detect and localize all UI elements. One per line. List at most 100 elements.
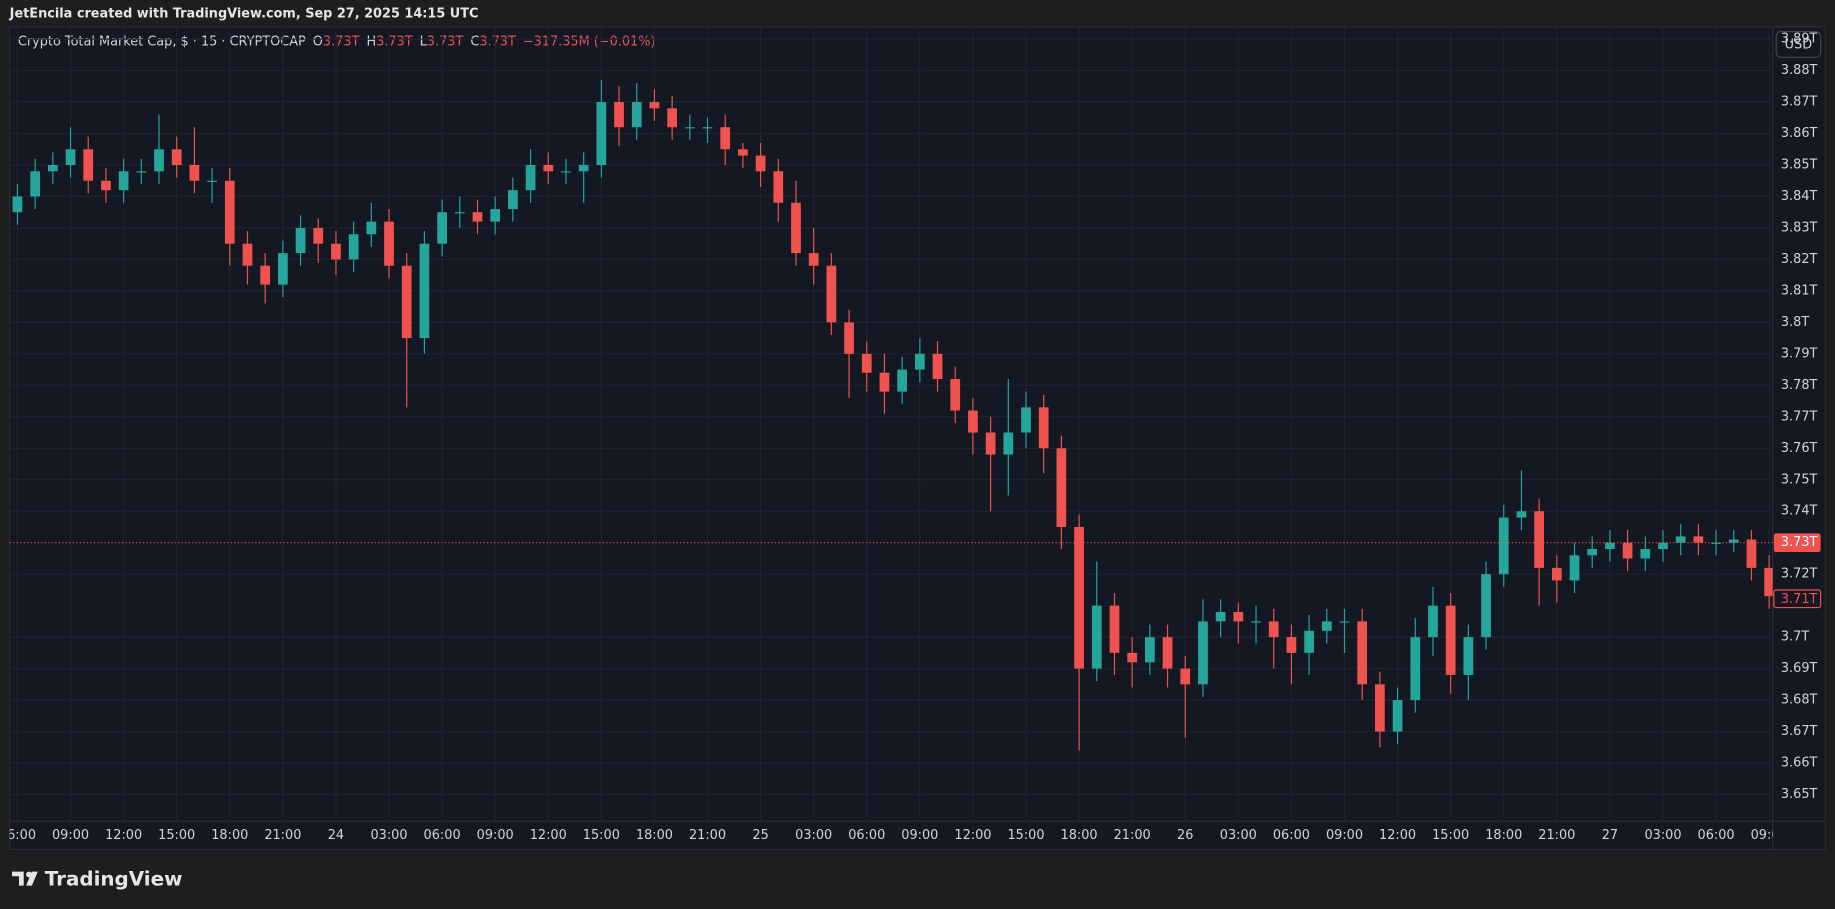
x-tick-label: 15:00 bbox=[1432, 828, 1469, 843]
candle-body bbox=[1605, 542, 1615, 549]
candle-body bbox=[1127, 652, 1138, 663]
y-tick-label: 3.85T bbox=[1781, 157, 1818, 172]
candle-body bbox=[1640, 548, 1651, 559]
candle-body bbox=[1622, 542, 1633, 559]
x-tick-label: 12:00 bbox=[954, 828, 991, 843]
candle-body bbox=[83, 149, 94, 181]
candle-body bbox=[1074, 526, 1084, 669]
candle-body bbox=[1215, 611, 1226, 622]
y-tick-label: 3.7T bbox=[1781, 630, 1809, 645]
candle-body bbox=[260, 265, 271, 285]
y-tick-label: 3.83T bbox=[1781, 220, 1818, 235]
candle-body bbox=[1038, 407, 1049, 449]
y-tick-label: 3.74T bbox=[1781, 504, 1818, 519]
x-tick-label: 26 bbox=[1177, 828, 1193, 843]
x-tick-label: 03:00 bbox=[795, 828, 832, 843]
brand-logo: TradingView bbox=[12, 867, 182, 890]
candle-body bbox=[1534, 511, 1544, 568]
logo-icon bbox=[26, 871, 32, 878]
candle-body bbox=[101, 180, 111, 191]
candle-body bbox=[1569, 555, 1580, 581]
candle-body bbox=[755, 155, 766, 172]
candle-body bbox=[1711, 542, 1721, 544]
candle-body bbox=[1498, 517, 1509, 575]
candle-body bbox=[295, 227, 306, 254]
candle-body bbox=[1764, 567, 1773, 597]
x-tick-label: 03:00 bbox=[1644, 828, 1681, 843]
candle-body bbox=[1003, 432, 1014, 455]
candle-body bbox=[578, 164, 589, 172]
candle-body bbox=[844, 322, 854, 354]
candle-body bbox=[1392, 700, 1403, 732]
candle-body bbox=[1286, 637, 1297, 653]
candle-body bbox=[1551, 567, 1562, 581]
candle-body bbox=[631, 102, 642, 128]
x-tick-label: 06:00 bbox=[1698, 828, 1735, 843]
candle-body bbox=[207, 180, 217, 182]
x-tick-label: 18:00 bbox=[636, 828, 673, 843]
y-tick-label: 3.79T bbox=[1781, 346, 1818, 361]
x-tick-label: 03:00 bbox=[1220, 828, 1257, 843]
candle-body bbox=[348, 234, 359, 260]
candle-body bbox=[171, 149, 182, 165]
close-tag bbox=[1773, 589, 1822, 609]
candle-body bbox=[1056, 448, 1067, 527]
candle-body bbox=[684, 127, 695, 129]
candle-body bbox=[1463, 637, 1474, 675]
candle-body bbox=[950, 379, 961, 411]
x-tick-label: 18:00 bbox=[211, 828, 248, 843]
price-axis: 3.65T 3.66T 3.67T 3.68T 3.69T 3.7T 3.72T 3.74T 3… bbox=[1781, 32, 1818, 802]
candle-body bbox=[472, 212, 483, 222]
candle-body bbox=[1162, 637, 1173, 669]
currency[interactable]: USD bbox=[1785, 38, 1813, 53]
legend-change: −317.35M (−0.01%) bbox=[523, 34, 656, 49]
candle-body bbox=[154, 149, 164, 172]
legend-value: 3.73T bbox=[427, 34, 464, 49]
x-tick-label: 06:00 bbox=[848, 828, 885, 843]
candle-body bbox=[1410, 637, 1421, 701]
candle-body bbox=[12, 196, 23, 213]
candle-body bbox=[1339, 621, 1350, 623]
y-tick-label: 3.81T bbox=[1781, 283, 1818, 298]
candle-body bbox=[914, 353, 925, 370]
candle-body bbox=[224, 180, 235, 244]
candle-body bbox=[419, 243, 430, 339]
close-label: 3.71T bbox=[1781, 592, 1818, 607]
x-tick-label: 21:00 bbox=[1538, 828, 1575, 843]
x-tick-label: 15:00 bbox=[583, 828, 620, 843]
grid bbox=[9, 28, 1773, 822]
candle-body bbox=[1268, 621, 1279, 638]
y-tick-label: 3.89T bbox=[1781, 32, 1818, 47]
legend-value: 3.73T bbox=[376, 34, 413, 49]
candle-body bbox=[826, 265, 837, 323]
candle-body bbox=[1516, 511, 1527, 518]
candle-body bbox=[490, 209, 501, 222]
legend-value: 3.73T bbox=[479, 34, 516, 49]
x-tick-label: 06:00 bbox=[424, 828, 461, 843]
candle-body bbox=[897, 369, 908, 392]
legend-label: O bbox=[313, 34, 323, 49]
candle-body bbox=[1233, 611, 1244, 622]
candle-body bbox=[242, 243, 253, 266]
candle-body bbox=[454, 212, 465, 214]
x-tick-label: 24 bbox=[328, 828, 344, 843]
candle-body bbox=[384, 221, 394, 266]
x-tick-label: 25 bbox=[752, 828, 768, 843]
candle-body bbox=[1198, 621, 1208, 685]
candle-body bbox=[720, 127, 731, 150]
candle-body bbox=[879, 372, 890, 392]
x-tick-label: 15:00 bbox=[1007, 828, 1044, 843]
candle-body bbox=[1587, 548, 1598, 556]
candle-body bbox=[1693, 536, 1704, 543]
currency-button[interactable] bbox=[1775, 31, 1822, 58]
candles bbox=[12, 80, 1773, 751]
candle-body bbox=[543, 164, 554, 172]
candle-body bbox=[366, 221, 377, 235]
y-tick-label: 3.67T bbox=[1781, 724, 1818, 739]
candle-body bbox=[1428, 605, 1438, 638]
x-tick-label: 09:00 bbox=[901, 828, 938, 843]
candle-body bbox=[30, 171, 41, 197]
y-tick-label: 3.88T bbox=[1781, 63, 1818, 78]
